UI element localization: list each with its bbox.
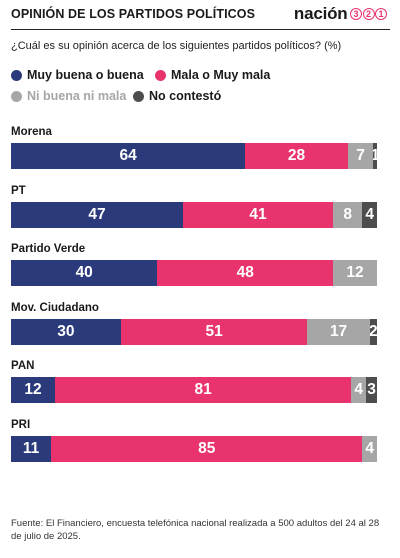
data-label: 1 [373,147,377,165]
stacked-bar: 11 85 4 [11,435,377,462]
bar-segment: 81 [54,377,352,403]
stacked-bar: 12 81 4 3 [11,377,377,403]
data-label: 11 [22,439,40,457]
legend-label: Ni buena ni mala [27,89,127,103]
category-label: PRI [11,418,31,431]
category-label: Partido Verde [11,243,86,255]
header: OPINIÓN DE LOS PARTIDOS POLÍTICOS nación… [0,0,400,28]
data-label: 47 [88,205,106,223]
bar-segment: 41 [183,201,334,228]
category-label: Morena [11,126,52,138]
bar-segment: 47 [11,201,184,228]
data-label: 7 [356,147,365,164]
legend-item: Ni buena ni mala [11,89,126,103]
chart-subtitle: ¿Cuál es su opinión acerca de los siguie… [11,40,342,52]
bar-segment: 8 [333,201,363,228]
data-label: 51 [205,322,223,340]
bar-group: Mov. Ciudadano 30 51 17 2 [11,302,377,346]
data-label: 4 [354,381,363,398]
data-label: 4 [365,439,374,457]
chart-title: OPINIÓN DE LOS PARTIDOS POLÍTICOS [11,7,256,21]
data-label: 85 [198,439,216,457]
stacked-bar: 64 28 71 [11,143,377,169]
source-note: Fuente: El Financiero, encuesta telefóni… [11,518,380,542]
bar-segment: 3 [366,377,377,403]
bar-segment: 4 [362,435,377,462]
stacked-bar: 40 48 12 [11,260,377,286]
data-label: 12 [24,381,42,398]
data-label: 2 [369,322,377,340]
bar-segment: 17 [307,318,370,345]
brand-logo: nación 3 2 1 [294,2,387,26]
data-label: 8 [343,205,353,223]
bar-group: PT 47 41 8 4 [11,185,377,229]
bar-group: PAN 12 81 4 3 [11,360,377,404]
brand-digits: 3 2 1 [350,8,387,20]
data-label: 3 [367,381,376,398]
bar-segment: 1 [373,143,377,169]
legend-label: Mala o Muy mala [171,68,271,82]
data-label: 41 [249,205,267,223]
bar-segment: 2 [369,318,377,345]
bar-segment: 11 [11,435,52,462]
brand-word: nación [293,4,348,23]
bar-segment: 48 [157,260,334,286]
bar-group: Partido Verde 40 48 12 [11,243,377,287]
bar-segment: 4 [362,201,377,228]
category-label: PAN [11,360,35,372]
data-label: 30 [57,322,75,340]
legend-swatch [133,90,144,102]
brand-digit: 2 [362,8,375,20]
bar-segment: 30 [11,318,121,345]
bar-group: Morena 64 28 71 [11,126,377,170]
bar-segment: 64 [11,143,246,169]
data-label: 28 [287,147,306,164]
data-label: 4 [365,205,374,223]
bar-segment: 12 [333,260,377,286]
legend-label: Muy buena o buena [27,68,144,82]
bar-segment: 7 [347,143,374,169]
bar-group: PRI 11 85 4 [11,419,377,463]
legend-item: Muy buena o buena [11,68,144,82]
legend-item: Mala o Muy mala [155,68,270,82]
category-label: PT [11,184,26,197]
bar-segment: 4 [351,377,366,403]
bar-segment: 40 [11,260,158,286]
bar-segment: 51 [120,318,308,345]
data-label: 48 [236,264,254,281]
brand-digit: 3 [350,8,362,20]
bar-segment: 28 [245,143,348,169]
data-label: 17 [329,322,348,340]
brand-digit: 1 [375,8,387,20]
legend-swatch [11,69,22,81]
bar-segment: 85 [51,435,363,462]
bar-segment: 12 [11,377,55,403]
legend-label: No contestó [149,89,222,103]
stacked-bar: 30 51 17 2 [11,318,377,345]
data-label: 12 [346,264,364,281]
legend-item: No contestó [133,89,221,103]
data-label: 64 [119,147,137,164]
data-label: 40 [75,264,93,281]
stacked-bar: 47 41 8 4 [11,201,377,228]
legend-swatch [11,90,22,102]
data-label: 81 [194,381,212,398]
legend-swatch [155,69,166,81]
header-divider [11,29,390,30]
category-label: Mov. Ciudadano [11,301,99,314]
